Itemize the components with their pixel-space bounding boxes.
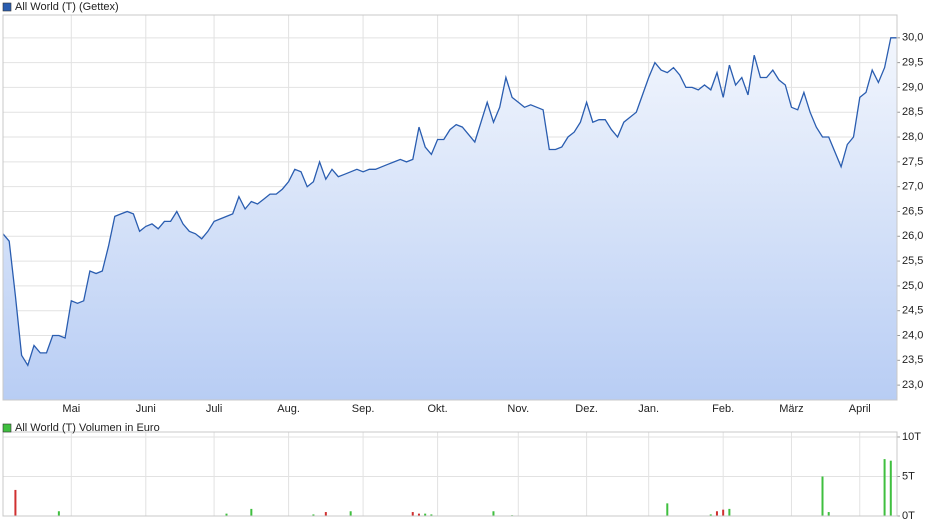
volume-bar: [821, 476, 824, 516]
y-tick-label: 26,0: [902, 230, 923, 242]
volume-bar: [14, 489, 17, 516]
volume-bar: [889, 460, 892, 516]
y-tick-label: 0T: [902, 510, 915, 522]
y-tick-label: 24,5: [902, 305, 923, 317]
x-tick-label: Mai: [62, 403, 80, 415]
area: [3, 37, 897, 401]
volume-bar: [411, 512, 414, 516]
plot-frame: [2, 14, 898, 401]
x-tick-label: Nov.: [507, 403, 529, 415]
x-tick-label: April: [849, 403, 871, 415]
volume-bar: [666, 503, 669, 516]
y-tick-label: 10T: [902, 431, 921, 443]
y-tick-label: 29,5: [902, 57, 923, 69]
x-tick-label: Aug.: [277, 403, 300, 415]
x-tick-label: Juni: [136, 403, 156, 415]
legend-swatch: [2, 2, 12, 12]
legend-swatch: [2, 423, 12, 433]
y-tick-label: 23,5: [902, 354, 923, 366]
legend-label: All World (T) (Gettex): [15, 1, 119, 13]
y-tick-label: 28,5: [902, 106, 923, 118]
volume-bar: [324, 512, 327, 516]
y-tick-label: 29,0: [902, 81, 923, 93]
volume-bar: [250, 508, 253, 516]
volume-bar: [424, 513, 427, 516]
x-tick-label: Juli: [206, 403, 223, 415]
plot-frame: [2, 431, 898, 517]
volume-bar: [728, 508, 731, 516]
x-tick-label: Feb.: [712, 403, 734, 415]
volume-bar: [417, 513, 420, 516]
volume-bar: [225, 513, 228, 516]
volume-bar: [57, 511, 60, 516]
volume-bar: [492, 511, 495, 516]
volume-bar: [430, 514, 433, 516]
volume-bar: [709, 514, 712, 516]
volume-bar: [349, 511, 352, 516]
volume-bar: [722, 509, 725, 516]
x-tick-label: Sep.: [352, 403, 375, 415]
x-tick-label: Jan.: [638, 403, 659, 415]
volume-bar: [827, 512, 830, 516]
volume-bar: [312, 514, 315, 516]
x-tick-label: März: [779, 403, 803, 415]
x-tick-label: Dez.: [575, 403, 598, 415]
x-tick-label: Okt.: [427, 403, 447, 415]
y-tick-label: 24,0: [902, 329, 923, 341]
volume-bar: [883, 459, 886, 516]
y-tick-label: 26,5: [902, 205, 923, 217]
legend-label: All World (T) Volumen in Euro: [15, 422, 160, 434]
y-tick-label: 5T: [902, 470, 915, 482]
y-tick-label: 27,0: [902, 181, 923, 193]
y-tick-label: 23,0: [902, 379, 923, 391]
y-tick-label: 25,5: [902, 255, 923, 267]
y-tick-label: 30,0: [902, 32, 923, 44]
y-tick-label: 27,5: [902, 156, 923, 168]
volume-bar: [715, 511, 718, 516]
y-tick-label: 25,0: [902, 280, 923, 292]
price-line: [2, 37, 897, 367]
y-tick-label: 28,0: [902, 131, 923, 143]
